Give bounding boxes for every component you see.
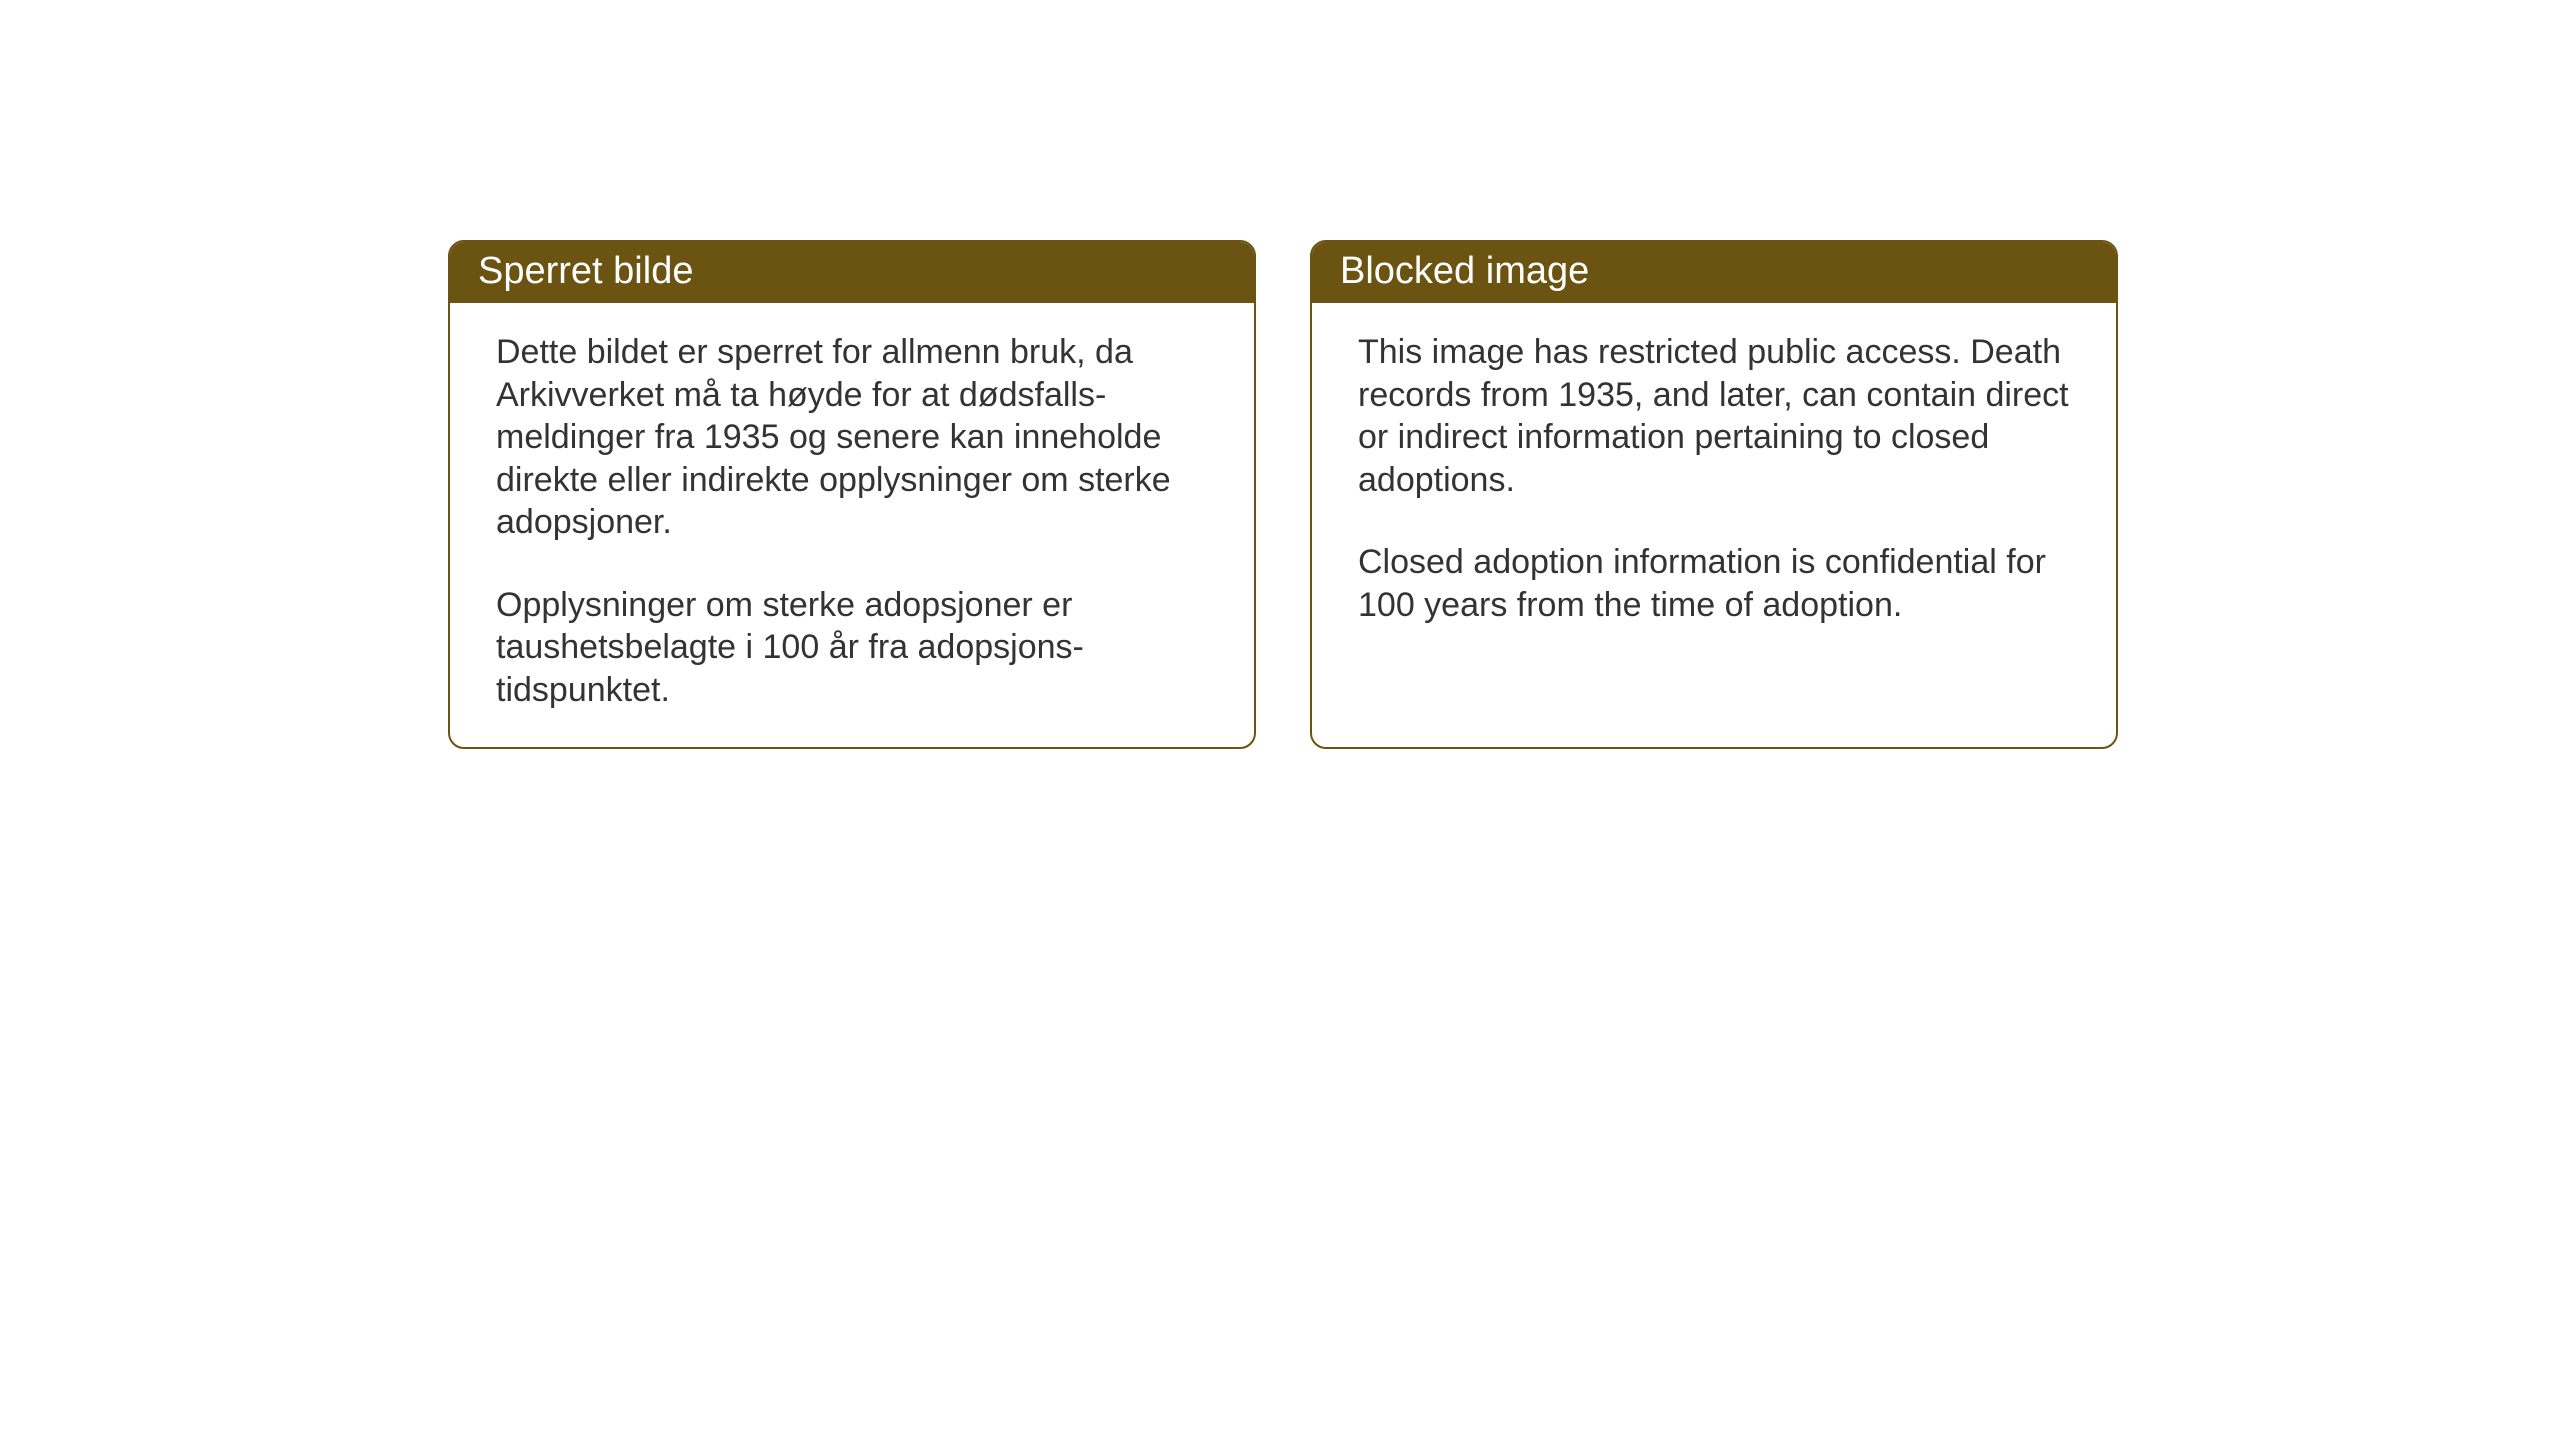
english-card-title: Blocked image [1312, 242, 2116, 303]
norwegian-card: Sperret bilde Dette bildet er sperret fo… [448, 240, 1256, 749]
english-card: Blocked image This image has restricted … [1310, 240, 2118, 749]
norwegian-paragraph-1: Dette bildet er sperret for allmenn bruk… [496, 331, 1208, 544]
english-paragraph-2: Closed adoption information is confident… [1358, 541, 2070, 626]
norwegian-card-body: Dette bildet er sperret for allmenn bruk… [450, 303, 1254, 747]
english-card-body: This image has restricted public access.… [1312, 303, 2116, 662]
norwegian-paragraph-2: Opplysninger om sterke adopsjoner er tau… [496, 584, 1208, 712]
norwegian-card-title: Sperret bilde [450, 242, 1254, 303]
cards-container: Sperret bilde Dette bildet er sperret fo… [448, 240, 2118, 749]
english-paragraph-1: This image has restricted public access.… [1358, 331, 2070, 501]
